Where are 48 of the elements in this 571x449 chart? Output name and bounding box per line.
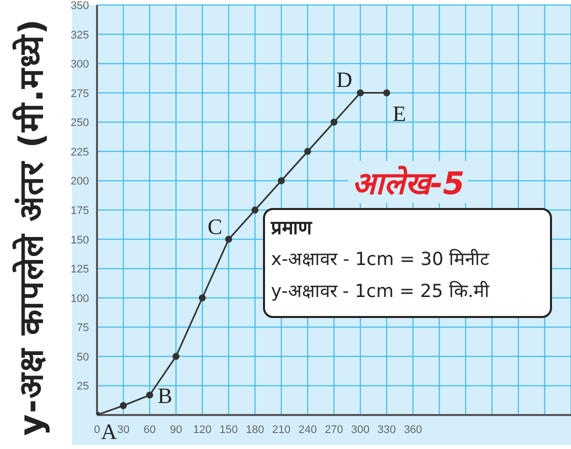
- x-tick-label: 0: [94, 424, 100, 436]
- annotation: C: [208, 214, 222, 240]
- y-tick-label: 250: [70, 117, 89, 130]
- x-tick-label: 360: [404, 424, 422, 436]
- x-tick-label: 270: [324, 424, 344, 436]
- y-axis-title: y-अक्ष कापलेले अंतर (मी.मध्ये): [10, 18, 52, 436]
- point: [198, 294, 206, 302]
- annotation: E: [392, 100, 406, 126]
- point: [330, 118, 338, 126]
- y-tick-label: 150: [70, 234, 89, 246]
- point: [225, 236, 232, 243]
- point: [146, 392, 154, 399]
- point: [252, 206, 258, 214]
- y-tick-label: 125: [70, 264, 89, 276]
- annotation: y-अक्षावर - 1cm = 25 कि.मी: [271, 280, 490, 304]
- annotation: प्रमाण: [271, 216, 312, 241]
- x-tick-label: 210: [272, 424, 291, 436]
- x-tick-label: 90: [170, 424, 182, 436]
- annotation: A: [101, 419, 117, 444]
- x-tick-label: 150: [219, 424, 238, 436]
- y-tick-label: 175: [70, 205, 89, 217]
- annotation: D: [336, 66, 352, 92]
- x-tick-label: 180: [246, 424, 264, 436]
- y-tick-label: 75: [76, 322, 89, 334]
- x-tick-label: 330: [377, 424, 396, 436]
- annotation: x-अक्षावर - 1cm = 30 मिनीट: [271, 248, 490, 272]
- y-tick-label: 300: [70, 58, 89, 71]
- y-tick-label: 225: [70, 146, 89, 158]
- point: [278, 177, 285, 184]
- point: [120, 402, 127, 410]
- y-tick-label: 100: [70, 292, 89, 305]
- y-tick-label: 350: [70, 0, 89, 12]
- x-tick-label: 240: [298, 424, 317, 436]
- x-tick-label: 300: [351, 424, 370, 436]
- text: आलेख-5: [348, 161, 468, 203]
- y-tick-label: 50: [76, 351, 89, 364]
- point: [383, 89, 390, 96]
- y-tick-label: 200: [70, 176, 89, 188]
- x-tick-label: 30: [117, 424, 130, 436]
- y-tick-label: 25: [76, 380, 89, 393]
- y-tick-label: 275: [70, 88, 89, 100]
- point: [356, 89, 364, 96]
- point: [172, 352, 180, 360]
- point: [304, 148, 312, 155]
- annotation: B: [158, 383, 172, 408]
- y-tick-label: 325: [70, 29, 89, 42]
- x-tick-label: 60: [144, 424, 156, 436]
- x-tick-label: 120: [193, 424, 212, 436]
